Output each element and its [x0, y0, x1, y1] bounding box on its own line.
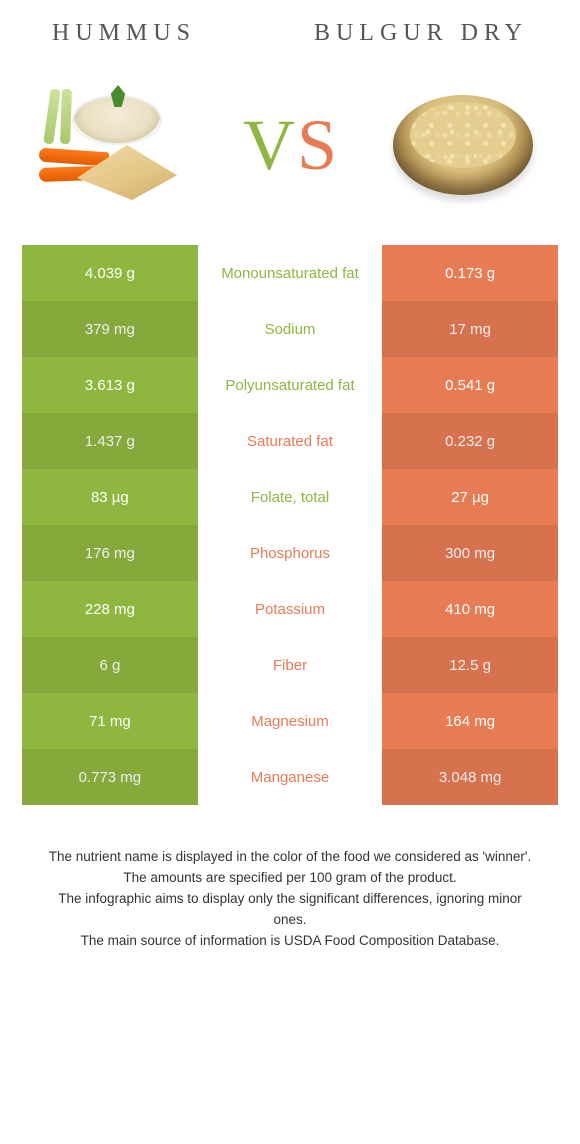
- table-row: 0.773 mgManganese3.048 mg: [22, 749, 558, 805]
- nutrient-name: Magnesium: [198, 693, 383, 749]
- nutrient-name: Saturated fat: [198, 413, 383, 469]
- table-row: 71 mgMagnesium164 mg: [22, 693, 558, 749]
- table-row: 6 gFiber12.5 g: [22, 637, 558, 693]
- value-right: 300 mg: [382, 525, 558, 581]
- value-right: 0.541 g: [382, 357, 558, 413]
- food-left-image: [32, 75, 202, 215]
- value-right: 3.048 mg: [382, 749, 558, 805]
- value-right: 410 mg: [382, 581, 558, 637]
- food-left-title: HUMMUS: [52, 20, 196, 47]
- value-left: 71 mg: [22, 693, 198, 749]
- vs-s: S: [297, 109, 337, 181]
- vs-v: V: [243, 109, 295, 181]
- table-row: 176 mgPhosphorus300 mg: [22, 525, 558, 581]
- value-left: 6 g: [22, 637, 198, 693]
- footer-line: The infographic aims to display only the…: [40, 889, 540, 931]
- nutrient-name: Monounsaturated fat: [198, 245, 383, 301]
- footer-line: The amounts are specified per 100 gram o…: [40, 868, 540, 889]
- value-left: 228 mg: [22, 581, 198, 637]
- value-right: 17 mg: [382, 301, 558, 357]
- nutrient-name: Fiber: [198, 637, 383, 693]
- infographic-root: HUMMUS BULGUR DRY VS 4.039 gMonounsatura…: [0, 0, 580, 952]
- nutrient-name: Sodium: [198, 301, 383, 357]
- value-right: 0.232 g: [382, 413, 558, 469]
- value-left: 4.039 g: [22, 245, 198, 301]
- hero-row: VS: [22, 65, 558, 245]
- value-left: 176 mg: [22, 525, 198, 581]
- table-row: 379 mgSodium17 mg: [22, 301, 558, 357]
- footer-notes: The nutrient name is displayed in the co…: [22, 805, 558, 952]
- value-right: 12.5 g: [382, 637, 558, 693]
- bulgur-illustration: [388, 80, 538, 210]
- food-right-image: [378, 75, 548, 215]
- value-right: 0.173 g: [382, 245, 558, 301]
- hummus-illustration: [37, 85, 197, 205]
- nutrient-name: Potassium: [198, 581, 383, 637]
- value-left: 379 mg: [22, 301, 198, 357]
- value-left: 3.613 g: [22, 357, 198, 413]
- food-right-title: BULGUR DRY: [314, 20, 528, 47]
- nutrient-name: Phosphorus: [198, 525, 383, 581]
- vs-label: VS: [243, 109, 337, 181]
- footer-line: The main source of information is USDA F…: [40, 931, 540, 952]
- value-left: 1.437 g: [22, 413, 198, 469]
- table-row: 83 µgFolate, total27 µg: [22, 469, 558, 525]
- footer-line: The nutrient name is displayed in the co…: [40, 847, 540, 868]
- value-right: 27 µg: [382, 469, 558, 525]
- title-row: HUMMUS BULGUR DRY: [22, 20, 558, 65]
- nutrient-table: 4.039 gMonounsaturated fat0.173 g379 mgS…: [22, 245, 558, 805]
- value-left: 83 µg: [22, 469, 198, 525]
- table-row: 1.437 gSaturated fat0.232 g: [22, 413, 558, 469]
- value-left: 0.773 mg: [22, 749, 198, 805]
- table-row: 228 mgPotassium410 mg: [22, 581, 558, 637]
- value-right: 164 mg: [382, 693, 558, 749]
- table-row: 3.613 gPolyunsaturated fat0.541 g: [22, 357, 558, 413]
- nutrient-name: Folate, total: [198, 469, 383, 525]
- nutrient-name: Polyunsaturated fat: [198, 357, 383, 413]
- nutrient-name: Manganese: [198, 749, 383, 805]
- table-row: 4.039 gMonounsaturated fat0.173 g: [22, 245, 558, 301]
